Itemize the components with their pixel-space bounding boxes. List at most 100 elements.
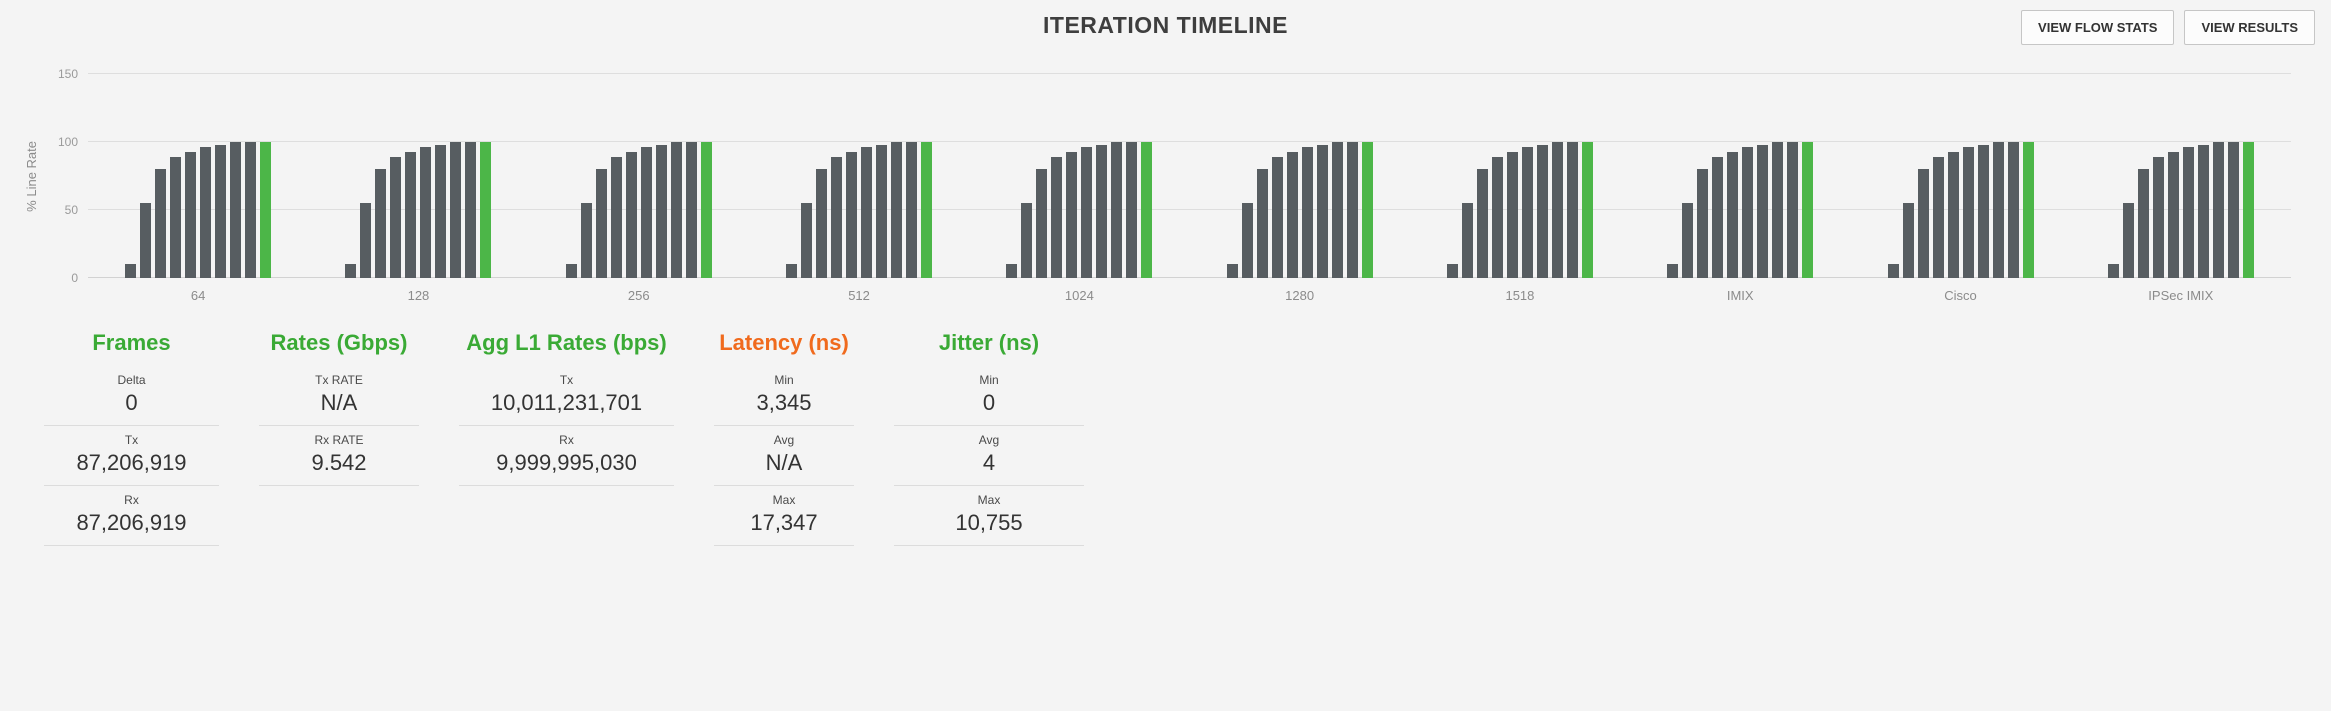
stat-value: 17,347	[750, 510, 818, 535]
y-tick-label: 50	[64, 203, 78, 218]
bars	[786, 74, 933, 278]
rates-panel: Rates (Gbps) Tx RATE N/A Rx RATE 9.542	[259, 330, 419, 546]
stat-label: Rx RATE	[314, 433, 364, 447]
iteration-bar	[2212, 142, 2224, 278]
stat-value: 10,755	[955, 510, 1023, 535]
bars	[2107, 74, 2254, 278]
bars	[1446, 74, 1593, 278]
bar-group-128: 128	[308, 74, 528, 303]
stat-value: 9.542	[311, 450, 367, 475]
final-rate-bar	[1802, 142, 1814, 278]
view-results-button[interactable]: VIEW RESULTS	[2184, 10, 2315, 45]
iteration-bar	[465, 142, 477, 278]
iteration-bar	[1727, 151, 1739, 278]
final-rate-bar	[1361, 142, 1373, 278]
iteration-bar	[1712, 156, 1724, 278]
stat-label: Tx	[124, 433, 139, 447]
stat-row-jitter-min: Min 0	[894, 366, 1084, 426]
header-buttons: VIEW FLOW STATS VIEW RESULTS	[2021, 10, 2315, 45]
x-axis-label: 128	[407, 288, 430, 303]
iteration-bar	[155, 169, 167, 278]
iteration-bar	[420, 147, 432, 278]
final-rate-bar	[480, 142, 492, 278]
iteration-bar	[140, 203, 152, 278]
iteration-bar	[1021, 203, 1033, 278]
jitter-panel-title: Jitter (ns)	[938, 330, 1040, 355]
view-flow-stats-button[interactable]: VIEW FLOW STATS	[2021, 10, 2175, 45]
final-rate-bar	[1141, 142, 1153, 278]
y-axis-label-wrap: % Line Rate	[18, 74, 44, 278]
x-axis-label: 64	[190, 288, 206, 303]
iteration-bar	[1566, 142, 1578, 278]
bar-group-256: 256	[529, 74, 749, 303]
gridline-100	[88, 141, 2291, 143]
iteration-bar	[610, 156, 622, 278]
iteration-bar	[390, 156, 402, 278]
final-rate-bar	[2242, 142, 2254, 278]
bar-group-cisco: Cisco	[1850, 74, 2070, 303]
iteration-bar	[1787, 142, 1799, 278]
stat-label: Tx RATE	[315, 373, 363, 387]
iteration-bar	[1346, 142, 1358, 278]
iteration-bar	[876, 144, 888, 278]
stat-row-jitter-avg: Avg 4	[894, 426, 1084, 486]
iteration-bar	[1066, 151, 1078, 278]
stat-row-latency-avg: Avg N/A	[714, 426, 854, 486]
iteration-bar	[1521, 147, 1533, 278]
iteration-bar	[405, 151, 417, 278]
iteration-bar	[215, 144, 227, 278]
bar-group-512: 512	[749, 74, 969, 303]
page-header: ITERATION TIMELINE VIEW FLOW STATS VIEW …	[0, 0, 2331, 50]
iteration-bar	[1962, 147, 1974, 278]
stat-row-latency-min: Min 3,345	[714, 366, 854, 426]
bar-group-64: 64	[88, 74, 308, 303]
chart-plot: 64 128 256 512 1024 1280 1518 IMIX Cisco IPSec IM…	[58, 67, 2291, 303]
iteration-bar	[345, 264, 357, 278]
iteration-bar	[185, 151, 197, 278]
stat-label: Max	[977, 493, 1001, 507]
bars	[1887, 74, 2034, 278]
iteration-bar	[1506, 151, 1518, 278]
bar-group-ipsec-imix: IPSec IMIX	[2071, 74, 2291, 303]
stat-row-frames-rx: Rx 87,206,919	[44, 486, 219, 546]
iteration-bar	[375, 169, 387, 278]
iteration-bar	[1742, 147, 1754, 278]
iteration-bar	[1757, 144, 1769, 278]
bar-group-1518: 1518	[1410, 74, 1630, 303]
stat-label: Min	[979, 373, 999, 387]
iteration-bar	[1902, 203, 1914, 278]
iteration-bar	[125, 264, 137, 278]
stat-label: Min	[774, 373, 794, 387]
bars	[125, 74, 272, 278]
iteration-bar	[1446, 264, 1458, 278]
latency-panel: Latency (ns) Min 3,345 Avg N/A Max 17,34…	[714, 330, 854, 546]
final-rate-bar	[921, 142, 933, 278]
bars	[345, 74, 492, 278]
iteration-bar	[1006, 264, 1018, 278]
gridline-150	[88, 73, 2291, 74]
iteration-bar	[230, 142, 242, 278]
stat-row-latency-max: Max 17,347	[714, 486, 854, 546]
iteration-bar	[2182, 147, 2194, 278]
iteration-bar	[1667, 264, 1679, 278]
iteration-bar	[2167, 151, 2179, 278]
iteration-bar	[831, 156, 843, 278]
stat-value: 4	[982, 450, 996, 475]
iteration-bar	[1491, 156, 1503, 278]
bar-group-1280: 1280	[1189, 74, 1409, 303]
iteration-bar	[1977, 144, 1989, 278]
agg-l1-rates-panel: Agg L1 Rates (bps) Tx 10,011,231,701 Rx …	[459, 330, 674, 546]
y-axis-label: % Line Rate	[23, 140, 39, 212]
iteration-bar	[1887, 264, 1899, 278]
iteration-bar	[1476, 169, 1488, 278]
bars	[1667, 74, 1814, 278]
iteration-bar	[435, 144, 447, 278]
final-rate-bar	[1581, 142, 1593, 278]
jitter-panel: Jitter (ns) Min 0 Avg 4 Max 10,755	[894, 330, 1084, 546]
gridline-50	[88, 209, 2291, 211]
stat-value: N/A	[765, 450, 803, 475]
stat-row-agg-rx: Rx 9,999,995,030	[459, 426, 674, 486]
rates-panel-title: Rates (Gbps)	[270, 330, 408, 355]
iteration-bar	[1271, 156, 1283, 278]
